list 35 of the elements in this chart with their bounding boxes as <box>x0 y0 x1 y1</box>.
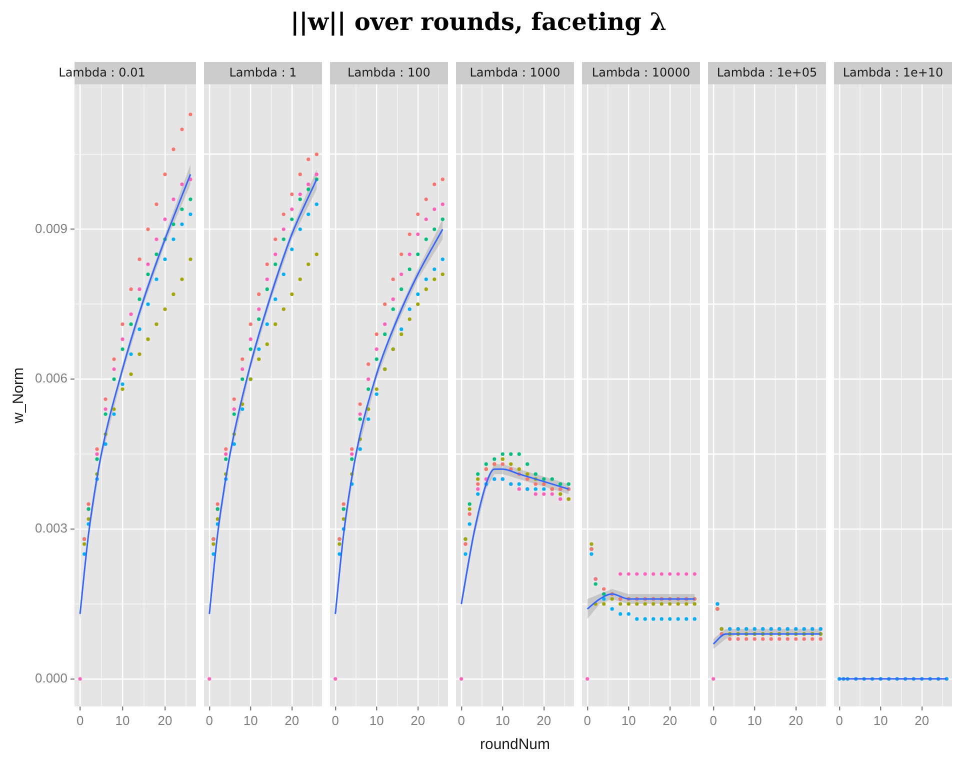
chart-title: Lambda : 1000 <box>470 65 560 80</box>
x-tick-label: 20 <box>536 712 552 728</box>
chart-title: Lambda : 10000 <box>592 65 690 80</box>
x-tick-label: 10 <box>747 712 762 728</box>
x-axis-title: roundNum <box>480 736 550 754</box>
x-tick-label: 20 <box>788 712 804 728</box>
chart-title: Lambda : 0.01 <box>58 65 146 80</box>
x-tick-label: 20 <box>662 712 678 728</box>
text: ||w|| over rounds, faceting λ <box>289 6 668 38</box>
x-tick-label: 0 <box>76 712 84 728</box>
y-tick-label: 0.006 <box>34 370 68 386</box>
x-tick-label: 20 <box>284 712 300 728</box>
x-tick-label: 10 <box>243 712 258 728</box>
text: 0.000 <box>34 670 68 686</box>
y-axis-title: w_Norm <box>10 367 28 424</box>
x-tick-label: 0 <box>584 712 591 728</box>
x-tick-label: 10 <box>621 712 636 728</box>
chart-title: Lambda : 100 <box>348 65 430 80</box>
x-tick-label: 0 <box>206 712 213 728</box>
x-tick-label: 20 <box>914 712 930 728</box>
x-tick-label: 20 <box>410 712 426 728</box>
x-tick-label: 10 <box>115 712 130 728</box>
x-tick-label: 0 <box>332 712 339 728</box>
x-tick-label: 0 <box>836 712 843 728</box>
x-tick-label: 0 <box>710 712 717 728</box>
y-tick-label: 0.003 <box>34 520 68 536</box>
x-tick-label: 20 <box>158 712 172 728</box>
x-tick-label: 10 <box>495 712 510 728</box>
x-tick-label: 10 <box>873 712 888 728</box>
chart-title: Lambda : 1e+10 <box>842 65 944 80</box>
chart-title: Lambda : 1 <box>229 65 297 80</box>
y-tick-label: 0.009 <box>34 220 68 236</box>
x-tick-label: 10 <box>369 712 384 728</box>
x-tick-label: 0 <box>458 712 465 728</box>
chart-title: Lambda : 1e+05 <box>716 65 818 80</box>
